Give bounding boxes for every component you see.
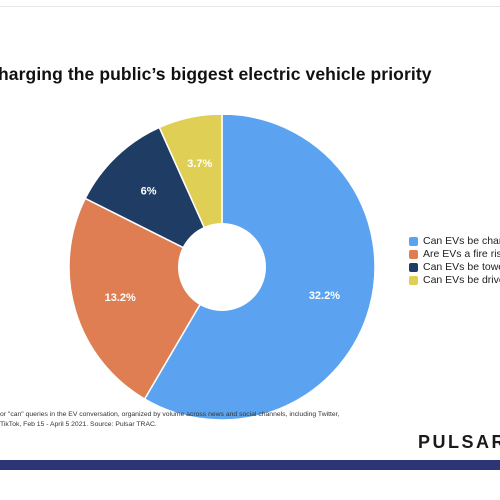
legend-item-0: Can EVs be char: [409, 235, 500, 248]
pie-slice-2: [84, 126, 224, 269]
legend-label-3: Can EVs be drive: [423, 274, 500, 286]
donut-hole: [178, 223, 266, 311]
legend-label-2: Can EVs be towe: [423, 261, 500, 273]
slice-label-0: 32.2%: [309, 290, 340, 302]
legend-swatch-3: [409, 276, 418, 285]
donut-chart: 32.2% 13.2% 6% 3.7%: [68, 115, 376, 421]
legend-swatch-2: [409, 263, 418, 272]
bottom-accent-bar: [0, 460, 500, 470]
chart-title: harging the public’s biggest electric ve…: [0, 64, 432, 84]
legend-swatch-0: [409, 237, 418, 246]
legend-item-3: Can EVs be drive: [409, 274, 500, 287]
legend-swatch-1: [409, 250, 418, 259]
footnote-line-2: TikTok, Feb 15 - April 5 2021. Source: P…: [0, 420, 157, 428]
footnote: or "can" queries in the EV conversation,…: [0, 410, 339, 429]
pulsar-logo: PULSAR: [418, 432, 500, 452]
legend-item-2: Can EVs be towe: [409, 261, 500, 274]
slice-label-2: 6%: [141, 185, 157, 197]
slice-label-1: 13.2%: [105, 292, 136, 304]
legend-item-1: Are EVs a fire ris: [409, 248, 500, 261]
chart-legend: Can EVs be char Are EVs a fire ris Can EVs…: [409, 235, 500, 287]
slice-label-3: 3.7%: [187, 158, 212, 170]
footnote-line-1: or "can" queries in the EV conversation,…: [0, 411, 340, 418]
legend-label-0: Can EVs be char: [423, 235, 500, 247]
top-divider: [0, 6, 500, 7]
legend-label-1: Are EVs a fire ris: [423, 248, 500, 260]
